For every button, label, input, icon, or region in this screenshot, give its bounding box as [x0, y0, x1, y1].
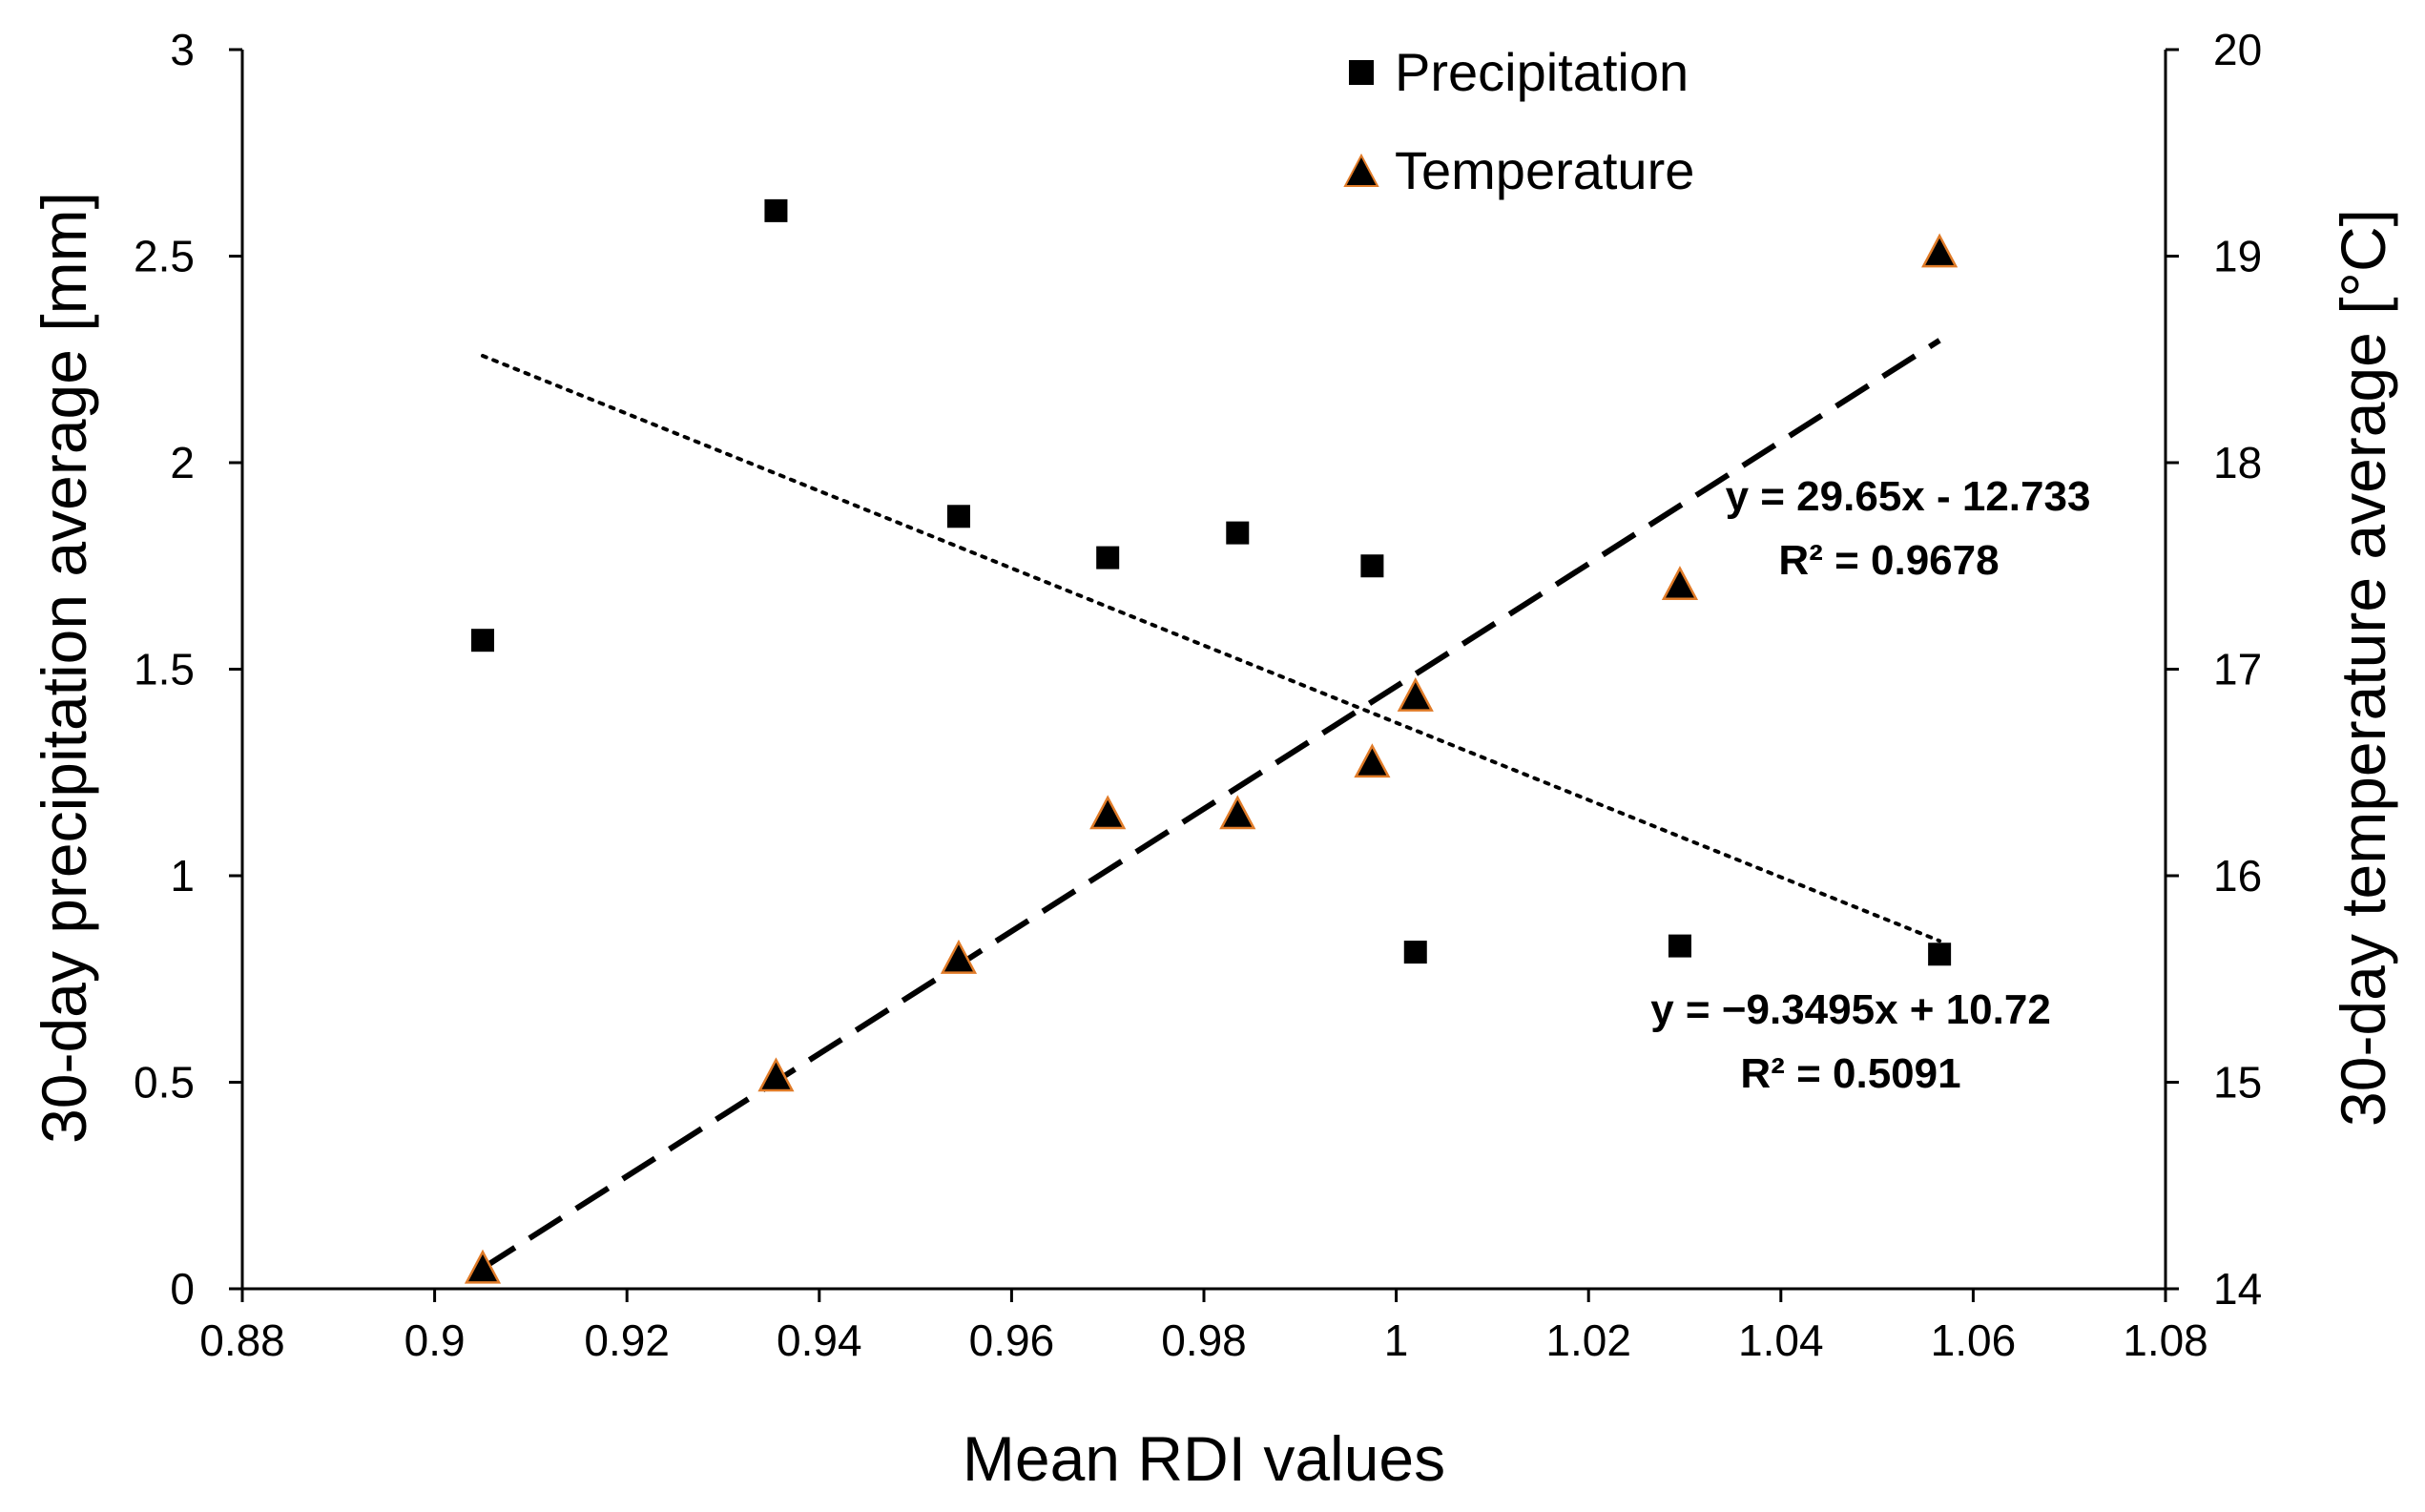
precipitation-point: [764, 198, 788, 222]
y-tick-label: 0.5: [134, 1058, 195, 1108]
legend-marker-precipitation: [1349, 60, 1374, 85]
x-axis-title: Mean RDI values: [963, 1423, 1445, 1494]
x-tick-label: 1.02: [1545, 1315, 1631, 1365]
y-tick-label: 2.5: [134, 232, 195, 281]
precipitation-equation: y = −9.3495x + 10.72: [1650, 986, 2051, 1033]
data-points: [464, 198, 1959, 1284]
precipitation-point: [1226, 521, 1250, 545]
y-tick-label: 0: [170, 1264, 195, 1314]
temperature-equation: y = 29.65x - 12.733: [1726, 473, 2091, 520]
legend-label-temperature: Temperature: [1395, 140, 1694, 200]
temperature-trend-label: y = 29.65x - 12.733 R² = 0.9678: [1726, 473, 2091, 584]
precipitation-point: [471, 629, 494, 652]
temperature-r2: R² = 0.9678: [1778, 537, 1999, 584]
y-tick-label: 1.5: [134, 645, 195, 694]
temperature-point: [1354, 743, 1391, 778]
precipitation-point: [1928, 942, 1952, 966]
y2-tick-label: 20: [2213, 25, 2262, 74]
y2-ticks: 14 15 16 17 18 19 20: [2166, 25, 2262, 1314]
y2-tick-label: 14: [2213, 1264, 2262, 1314]
y2-tick-label: 18: [2213, 438, 2262, 487]
x-tick-label: 0.94: [777, 1315, 862, 1365]
y2-axis-title: 30-day temperature average [°C]: [2328, 209, 2398, 1127]
trendlines: [481, 338, 1942, 1271]
temperature-point: [1089, 795, 1127, 830]
y-tick-label: 2: [170, 438, 195, 487]
temperature-point: [1397, 676, 1434, 712]
x-tick-label: 1.06: [1931, 1315, 2017, 1365]
legend-label-precipitation: Precipitation: [1395, 42, 1689, 102]
y2-tick-label: 15: [2213, 1058, 2262, 1108]
y-tick-label: 3: [170, 25, 195, 74]
x-tick-label: 1: [1384, 1315, 1409, 1365]
temperature-trendline: [481, 338, 1941, 1271]
x-tick-label: 0.96: [969, 1315, 1055, 1365]
x-tick-label: 1.04: [1738, 1315, 1824, 1365]
temperature-point: [1661, 566, 1699, 600]
x-ticks: 0.88 0.9 0.92 0.94 0.96 0.98 1 1.02 1.04 1.06 1.08: [199, 1289, 2208, 1365]
x-tick-label: 0.9: [404, 1315, 466, 1365]
temperature-point: [940, 939, 978, 974]
y-ticks: 0 0.5 1 1.5 2 2.5 3: [134, 25, 242, 1314]
temperature-point: [1219, 795, 1256, 830]
x-tick-label: 1.08: [2123, 1315, 2208, 1365]
temperature-point: [757, 1057, 795, 1092]
y2-tick-label: 16: [2213, 851, 2262, 901]
precipitation-point: [1668, 934, 1691, 958]
legend-marker-temperature: [1343, 153, 1379, 187]
precipitation-point: [1403, 941, 1427, 964]
x-tick-label: 0.92: [584, 1315, 670, 1365]
precipitation-point: [946, 505, 970, 528]
x-tick-label: 0.88: [199, 1315, 285, 1365]
precipitation-trend-label: y = −9.3495x + 10.72 R² = 0.5091: [1650, 986, 2051, 1097]
x-tick-label: 0.98: [1161, 1315, 1247, 1365]
y-axis-title: 30-day precipitation average [mm]: [29, 192, 99, 1144]
y-tick-label: 1: [170, 851, 195, 901]
temperature-point: [1921, 233, 1959, 268]
precipitation-trendline: [481, 353, 1942, 943]
legend: Precipitation Temperature: [1343, 42, 1694, 200]
precipitation-point: [1096, 546, 1120, 570]
precipitation-point: [1360, 554, 1384, 578]
precipitation-r2: R² = 0.5091: [1740, 1050, 1960, 1097]
y2-tick-label: 19: [2213, 232, 2262, 281]
y2-tick-label: 17: [2213, 645, 2262, 694]
temperature-point: [464, 1249, 502, 1284]
